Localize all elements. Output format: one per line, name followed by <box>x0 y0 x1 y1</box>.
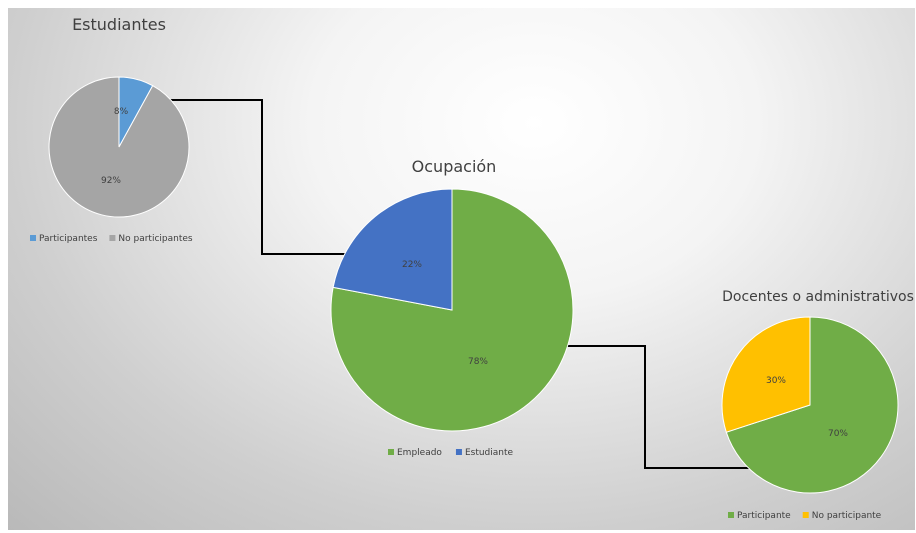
pie-chart-estudiantes: Estudiantes 8% 92% Participantes No particip… <box>30 15 193 244</box>
pie-slice-estudiantes-1 <box>48 76 190 218</box>
data-label-ocupacion-0: 78% <box>468 357 488 367</box>
legend-entry-estudiantes-0: Participantes <box>39 234 98 244</box>
legend-swatch-ocupacion-1 <box>455 449 462 455</box>
charts-svg: Estudiantes 8% 92% Participantes No particip… <box>30 15 914 521</box>
legend-entry-ocupacion-0: Empleado <box>397 448 442 458</box>
data-label-docentes-0: 70% <box>828 429 848 439</box>
connector-arrow-estudiantes <box>123 96 390 255</box>
legend-swatch-estudiantes-0 <box>30 235 36 241</box>
pie-chart-docentes: Docentes o administrativos 70% 30% Particip… <box>721 289 914 521</box>
data-label-estudiantes-0: 8% <box>114 107 129 117</box>
legend-entry-docentes-1: No participante <box>812 511 882 521</box>
chart-canvas: Estudiantes 8% 92% Participantes No particip… <box>8 8 915 530</box>
legend-swatch-docentes-0 <box>728 512 734 518</box>
pie-chart-ocupacion: Ocupación 78% 22% Empleado Estudiante <box>330 157 574 458</box>
pie-slice-ocupacion-1 <box>332 188 453 311</box>
connector-arrow-docentes <box>511 345 777 472</box>
connector-arrows <box>123 96 777 472</box>
data-label-docentes-1: 30% <box>766 376 786 386</box>
legend-entry-docentes-0: Participante <box>737 511 791 521</box>
pie-slice-docentes-1 <box>721 316 811 433</box>
legend-entry-ocupacion-1: Estudiante <box>465 448 514 458</box>
legend-swatch-ocupacion-0 <box>388 449 394 455</box>
pie-slice-docentes-0 <box>725 316 899 494</box>
chart-title-estudiantes: Estudiantes <box>72 15 166 34</box>
data-label-estudiantes-1: 92% <box>101 176 121 186</box>
chart-title-docentes: Docentes o administrativos <box>722 289 914 305</box>
legend-swatch-estudiantes-1 <box>109 235 116 241</box>
legend-swatch-docentes-1 <box>802 512 809 518</box>
chart-title-ocupacion: Ocupación <box>412 157 497 176</box>
legend-entry-estudiantes-1: No participantes <box>118 234 193 244</box>
data-label-ocupacion-1: 22% <box>402 260 422 270</box>
